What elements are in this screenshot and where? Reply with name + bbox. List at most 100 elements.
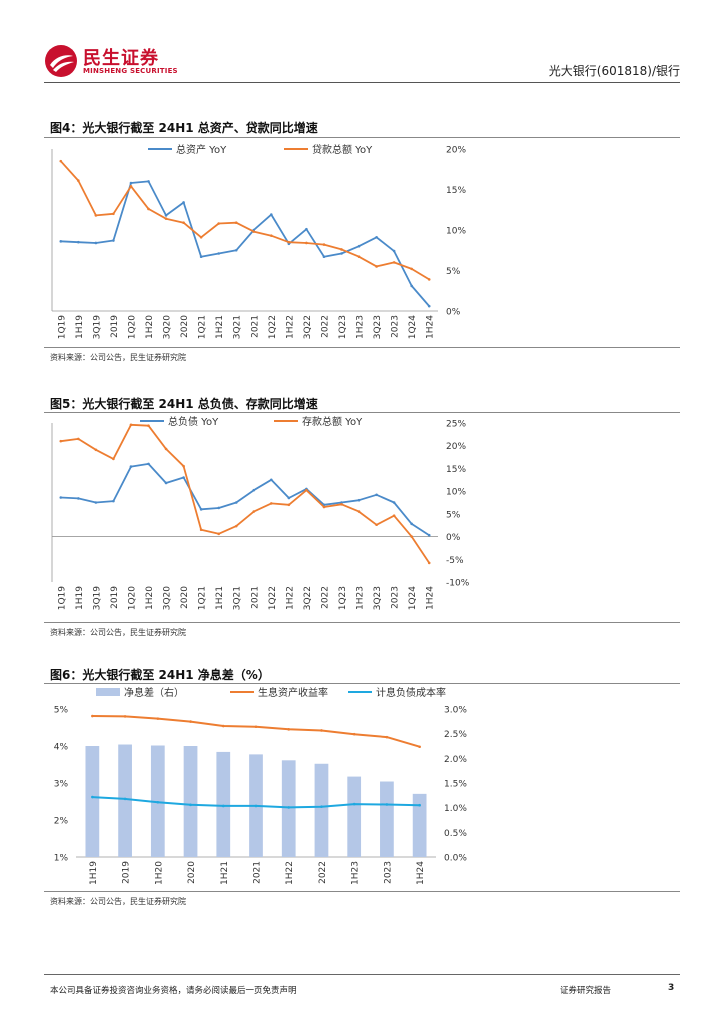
x-tick-label: 3Q21 bbox=[233, 586, 243, 610]
y-right-tick-label: 0.5% bbox=[444, 829, 467, 839]
data-point bbox=[156, 800, 160, 804]
data-point bbox=[147, 462, 150, 466]
page-number: 3 bbox=[668, 983, 675, 993]
data-point bbox=[375, 493, 378, 497]
data-point bbox=[410, 284, 413, 288]
data-point bbox=[427, 304, 431, 308]
data-point bbox=[340, 252, 343, 255]
x-tick-label: 2020 bbox=[180, 586, 190, 609]
bar bbox=[183, 746, 198, 857]
x-tick-label: 3Q22 bbox=[303, 315, 313, 339]
data-point bbox=[270, 213, 273, 216]
x-tick-label: 3Q19 bbox=[92, 315, 102, 340]
bar bbox=[347, 776, 362, 857]
figure-4-bottom-rule bbox=[44, 347, 680, 348]
data-point bbox=[147, 424, 150, 428]
data-point bbox=[217, 506, 220, 510]
y-tick-label: 10% bbox=[446, 488, 466, 498]
data-point bbox=[427, 561, 431, 565]
data-point bbox=[270, 234, 273, 237]
data-point bbox=[234, 501, 238, 504]
data-point bbox=[392, 501, 396, 504]
x-tick-label: 1Q20 bbox=[127, 315, 137, 340]
legend-item-2-label: 存款总额 YoY bbox=[302, 415, 363, 428]
data-point bbox=[129, 181, 133, 185]
data-point bbox=[357, 510, 361, 513]
y-right-tick-label: 1.0% bbox=[444, 804, 467, 814]
x-tick-label: 1H24 bbox=[416, 861, 426, 885]
x-tick-label: 1H20 bbox=[145, 586, 155, 610]
bar bbox=[118, 744, 132, 857]
data-point bbox=[59, 159, 63, 163]
data-point bbox=[189, 803, 192, 807]
data-point bbox=[164, 481, 168, 485]
data-point bbox=[94, 501, 98, 504]
data-point bbox=[234, 524, 238, 528]
data-point bbox=[357, 498, 361, 502]
data-point bbox=[217, 252, 220, 255]
legend-item-2-label: 生息资产收益率 bbox=[258, 686, 328, 699]
x-tick-label: 1H22 bbox=[285, 861, 295, 885]
data-point bbox=[182, 221, 185, 225]
data-point bbox=[357, 244, 361, 248]
data-point bbox=[305, 227, 308, 231]
data-point bbox=[77, 179, 80, 182]
data-point bbox=[217, 532, 220, 536]
bar bbox=[314, 763, 329, 857]
x-tick-label: 2019 bbox=[110, 586, 120, 609]
y-tick-label: -5% bbox=[446, 556, 464, 566]
data-point bbox=[287, 728, 291, 731]
footer-disclaimer: 本公司具备证券投资咨询业务资格，请务必阅读最后一页免责声明 bbox=[50, 986, 297, 996]
data-point bbox=[385, 803, 389, 806]
bar bbox=[216, 751, 231, 857]
data-point bbox=[385, 735, 389, 739]
data-point bbox=[129, 465, 133, 468]
y-right-tick-label: 1.5% bbox=[444, 780, 467, 790]
y-left-tick-label: 5% bbox=[54, 706, 69, 716]
data-point bbox=[123, 797, 127, 801]
data-point bbox=[182, 464, 185, 468]
data-point bbox=[410, 522, 413, 526]
x-tick-label: 2023 bbox=[391, 586, 401, 609]
data-point bbox=[305, 488, 308, 492]
x-tick-label: 1H19 bbox=[75, 315, 85, 339]
y-tick-label: 0% bbox=[446, 308, 461, 318]
logo-cn-text: 民生证券 bbox=[83, 48, 159, 69]
data-point bbox=[129, 184, 133, 188]
x-tick-label: 1H24 bbox=[426, 315, 436, 339]
x-tick-label: 1Q20 bbox=[127, 586, 137, 611]
data-point bbox=[112, 212, 115, 216]
x-tick-label: 1Q24 bbox=[408, 586, 418, 611]
chart-total-assets-loans: 0% 5% 10% 15% 20% 1Q19 1H19 3Q19 2019 1Q20 1H20 3Q2… bbox=[51, 143, 466, 340]
data-point bbox=[234, 248, 238, 252]
data-point bbox=[199, 255, 203, 259]
x-tick-label: 3Q20 bbox=[163, 586, 173, 611]
data-point bbox=[221, 804, 225, 808]
data-point bbox=[252, 230, 256, 233]
data-point bbox=[147, 207, 150, 211]
x-tick-label: 3Q22 bbox=[303, 586, 313, 610]
data-point bbox=[410, 535, 413, 538]
data-point bbox=[164, 214, 168, 217]
data-point bbox=[410, 267, 413, 271]
legend-item-1-swatch bbox=[96, 688, 120, 696]
figure-4-source: 资料来源：公司公告，民生证券研究院 bbox=[50, 353, 186, 362]
legend-item-1-label: 净息差（右） bbox=[124, 686, 184, 699]
data-point bbox=[287, 806, 291, 809]
data-point bbox=[340, 248, 343, 251]
data-point bbox=[77, 497, 80, 500]
y-right-tick-label: 0.0% bbox=[444, 854, 467, 864]
data-point bbox=[357, 255, 361, 259]
x-tick-label: 2022 bbox=[320, 586, 330, 609]
chart-total-liabilities-deposits: -10% -5% 0% 5% 10% 15% 20% 25% 1Q19 1H19 3Q19 2019 1… bbox=[51, 415, 470, 611]
x-tick-label: 1H23 bbox=[351, 861, 361, 885]
y-right-tick-label: 2.5% bbox=[444, 730, 467, 740]
data-point bbox=[287, 240, 291, 244]
x-tick-label: 1H22 bbox=[285, 586, 295, 610]
x-tick-label: 1H19 bbox=[75, 586, 85, 610]
data-point bbox=[375, 523, 378, 527]
x-tick-label: 2021 bbox=[250, 586, 260, 609]
x-tick-label: 1Q22 bbox=[268, 586, 278, 610]
x-tick-label: 1Q19 bbox=[57, 315, 67, 340]
data-point bbox=[234, 221, 238, 225]
